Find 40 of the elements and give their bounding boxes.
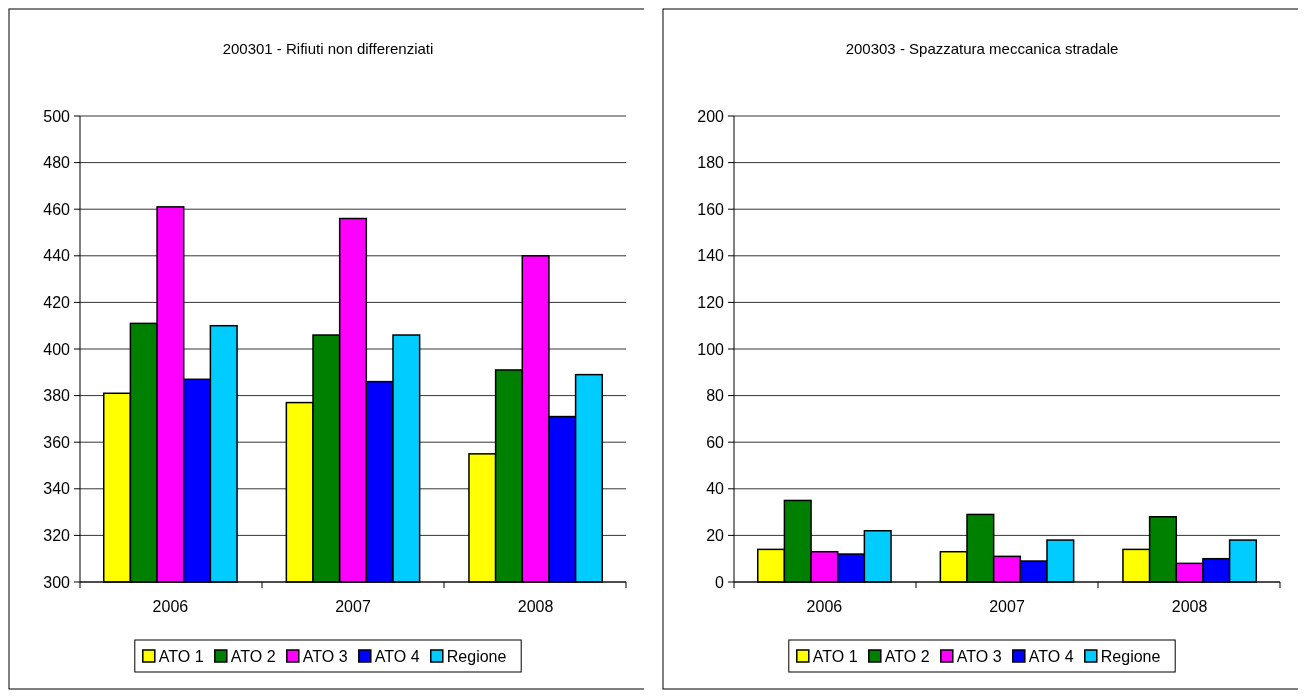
legend-label: ATO 3 bbox=[956, 647, 1002, 665]
y-tick-label: 380 bbox=[43, 387, 71, 405]
y-tick-label: 80 bbox=[706, 387, 725, 405]
x-tick-label: 2006 bbox=[152, 598, 189, 615]
y-tick-label: 500 bbox=[43, 107, 71, 125]
chart-title: 200303 - Spazzatura meccanica stradale bbox=[845, 40, 1119, 57]
legend-label: ATO 4 bbox=[374, 647, 420, 665]
y-tick-label: 120 bbox=[697, 294, 725, 311]
x-tick-label: 2006 bbox=[806, 598, 843, 615]
legend-label: ATO 2 bbox=[884, 647, 930, 665]
y-tick-label: 0 bbox=[715, 573, 725, 591]
legend-label: ATO 1 bbox=[812, 647, 858, 665]
x-tick-label: 2008 bbox=[1171, 598, 1208, 615]
y-tick-label: 160 bbox=[697, 200, 725, 218]
legend-label: ATO 4 bbox=[1028, 647, 1074, 665]
y-tick-label: 40 bbox=[706, 480, 725, 498]
y-tick-label: 180 bbox=[697, 154, 725, 172]
x-tick-label: 2007 bbox=[335, 598, 371, 615]
y-tick-label: 400 bbox=[43, 340, 71, 358]
y-tick-label: 140 bbox=[697, 247, 725, 265]
legend-label: Regione bbox=[1100, 647, 1161, 665]
y-tick-label: 320 bbox=[43, 527, 71, 544]
x-tick-label: 2008 bbox=[517, 598, 554, 615]
y-tick-label: 480 bbox=[43, 154, 71, 172]
x-tick-label: 2007 bbox=[989, 598, 1025, 615]
y-tick-label: 440 bbox=[43, 247, 71, 265]
legend-label: Regione bbox=[446, 647, 507, 665]
y-tick-label: 360 bbox=[43, 433, 71, 451]
y-tick-label: 340 bbox=[43, 480, 71, 498]
legend-label: ATO 2 bbox=[230, 647, 276, 665]
chart-title: 200301 - Rifiuti non differenziati bbox=[222, 40, 434, 57]
y-tick-label: 200 bbox=[697, 107, 725, 125]
y-tick-label: 20 bbox=[706, 527, 725, 544]
legend-label: ATO 1 bbox=[158, 647, 204, 665]
y-tick-label: 300 bbox=[43, 573, 71, 591]
y-tick-label: 60 bbox=[706, 433, 725, 451]
y-tick-label: 460 bbox=[43, 200, 71, 218]
y-tick-label: 100 bbox=[697, 340, 725, 358]
legend-label: ATO 3 bbox=[302, 647, 348, 665]
y-tick-label: 420 bbox=[43, 294, 71, 311]
